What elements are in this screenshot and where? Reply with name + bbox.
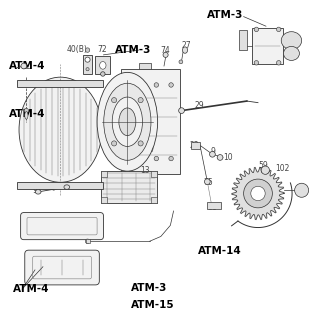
Ellipse shape bbox=[138, 141, 143, 146]
Text: ATM-4: ATM-4 bbox=[13, 284, 49, 294]
Text: 13: 13 bbox=[140, 166, 150, 175]
Ellipse shape bbox=[251, 186, 265, 201]
Ellipse shape bbox=[169, 83, 173, 87]
Ellipse shape bbox=[24, 108, 29, 113]
Ellipse shape bbox=[85, 48, 90, 52]
Ellipse shape bbox=[112, 98, 117, 103]
Ellipse shape bbox=[179, 60, 183, 64]
Text: 29: 29 bbox=[194, 101, 204, 110]
FancyBboxPatch shape bbox=[21, 212, 103, 240]
Bar bbox=[139, 174, 152, 181]
Text: 102: 102 bbox=[275, 164, 289, 173]
Ellipse shape bbox=[35, 190, 41, 194]
Ellipse shape bbox=[217, 155, 223, 160]
Ellipse shape bbox=[163, 52, 168, 57]
Bar bbox=[191, 142, 200, 149]
Ellipse shape bbox=[86, 68, 89, 71]
Ellipse shape bbox=[182, 47, 188, 53]
Bar bbox=[83, 55, 92, 74]
Text: 40(B): 40(B) bbox=[67, 44, 88, 54]
Bar bbox=[151, 171, 157, 177]
Text: 27: 27 bbox=[181, 41, 191, 51]
Text: ATM-15: ATM-15 bbox=[131, 300, 174, 310]
Ellipse shape bbox=[112, 141, 117, 146]
Ellipse shape bbox=[283, 46, 299, 60]
Text: 61: 61 bbox=[208, 203, 217, 212]
Bar bbox=[252, 28, 283, 64]
Ellipse shape bbox=[138, 98, 143, 103]
Text: ATM-3: ATM-3 bbox=[114, 45, 151, 55]
Text: ATM-4: ATM-4 bbox=[9, 109, 45, 119]
Bar bbox=[207, 202, 221, 209]
Ellipse shape bbox=[154, 156, 158, 161]
Ellipse shape bbox=[261, 166, 270, 174]
Ellipse shape bbox=[169, 156, 173, 161]
Ellipse shape bbox=[19, 77, 102, 182]
Bar bbox=[121, 69, 180, 174]
Bar bbox=[17, 80, 103, 87]
Text: ATM-3: ATM-3 bbox=[131, 283, 167, 293]
Text: ATM-3: ATM-3 bbox=[207, 10, 243, 20]
Ellipse shape bbox=[85, 57, 90, 62]
Text: 9: 9 bbox=[210, 147, 215, 156]
Text: ATM-4: ATM-4 bbox=[9, 61, 45, 71]
Bar bbox=[101, 171, 157, 203]
Bar bbox=[139, 63, 152, 69]
Ellipse shape bbox=[104, 83, 151, 160]
Bar bbox=[17, 182, 103, 189]
Ellipse shape bbox=[97, 72, 158, 171]
FancyBboxPatch shape bbox=[25, 250, 99, 285]
Text: 10: 10 bbox=[223, 153, 233, 162]
Ellipse shape bbox=[64, 185, 70, 189]
Ellipse shape bbox=[295, 183, 309, 197]
Ellipse shape bbox=[210, 151, 215, 157]
Ellipse shape bbox=[277, 27, 281, 32]
Ellipse shape bbox=[100, 61, 106, 69]
Text: 59: 59 bbox=[258, 161, 268, 170]
Ellipse shape bbox=[85, 239, 90, 244]
Text: 72: 72 bbox=[97, 44, 107, 54]
Text: 91: 91 bbox=[33, 186, 42, 195]
Ellipse shape bbox=[119, 108, 136, 136]
Text: 23: 23 bbox=[190, 141, 199, 150]
Ellipse shape bbox=[112, 97, 142, 147]
Ellipse shape bbox=[277, 60, 281, 65]
Text: 40(A): 40(A) bbox=[134, 144, 155, 153]
Ellipse shape bbox=[244, 179, 272, 208]
Text: 74: 74 bbox=[161, 45, 171, 55]
Ellipse shape bbox=[154, 83, 158, 87]
Bar bbox=[101, 197, 107, 203]
Ellipse shape bbox=[204, 179, 210, 185]
Ellipse shape bbox=[179, 108, 184, 114]
Ellipse shape bbox=[254, 60, 258, 65]
Ellipse shape bbox=[254, 27, 258, 32]
Ellipse shape bbox=[21, 63, 27, 69]
Ellipse shape bbox=[101, 72, 105, 76]
Ellipse shape bbox=[281, 32, 302, 50]
Polygon shape bbox=[232, 167, 284, 220]
Ellipse shape bbox=[25, 112, 28, 119]
Bar bbox=[86, 239, 90, 244]
Bar bbox=[239, 30, 247, 51]
Bar bbox=[101, 171, 107, 177]
Bar bbox=[151, 197, 157, 203]
Text: 75: 75 bbox=[204, 179, 214, 188]
Bar bbox=[95, 56, 110, 74]
Text: ATM-14: ATM-14 bbox=[197, 246, 241, 256]
